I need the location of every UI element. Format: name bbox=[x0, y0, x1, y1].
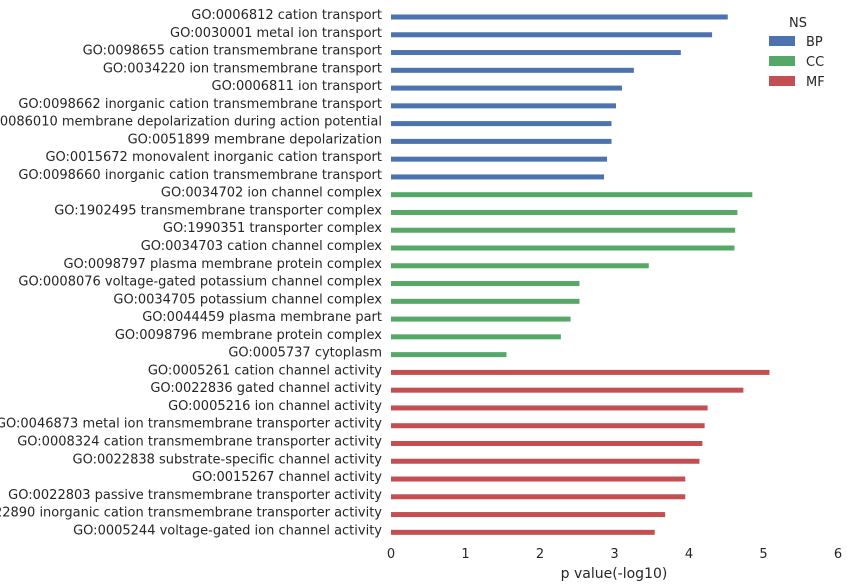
category-label-16: GO:0008076 voltage-gated potassium chann… bbox=[18, 275, 382, 290]
category-label-6: GO:0098662 inorganic cation transmembran… bbox=[18, 97, 382, 112]
bar-23 bbox=[391, 405, 708, 411]
x-tick-label-6: 5 bbox=[759, 547, 767, 562]
category-label-26: GO:0022838 substrate-specific channel ac… bbox=[73, 452, 383, 467]
x-tick-label-1: 0 bbox=[387, 547, 395, 562]
category-label-2: GO:0030001 metal ion transport bbox=[170, 26, 382, 41]
x-axis-title: p value(-log10) bbox=[561, 566, 668, 582]
bar-26 bbox=[391, 458, 700, 464]
bar-9 bbox=[391, 156, 608, 162]
category-label-12: GO:1902495 transmembrane transporter com… bbox=[54, 203, 382, 218]
legend-label-cc: CC bbox=[806, 55, 824, 70]
category-label-21: GO:0005261 cation channel activity bbox=[148, 363, 382, 378]
bar-12 bbox=[391, 209, 738, 215]
category-label-22: GO:0022836 gated channel activity bbox=[150, 381, 382, 396]
bar-3 bbox=[391, 50, 681, 56]
bar-24 bbox=[391, 423, 705, 429]
bar-5 bbox=[391, 85, 622, 91]
bar-17 bbox=[391, 298, 580, 304]
category-label-5: GO:0006811 ion transport bbox=[212, 79, 383, 94]
legend: NS BP CC MF bbox=[769, 16, 825, 90]
category-label-19: GO:0098796 membrane protein complex bbox=[115, 328, 382, 343]
category-label-23: GO:0005216 ion channel activity bbox=[168, 399, 382, 414]
bar-16 bbox=[391, 281, 580, 287]
category-label-25: GO:0008324 cation transmembrane transpor… bbox=[17, 434, 382, 449]
category-label-27: GO:0015267 channel activity bbox=[192, 470, 382, 485]
legend-label-mf: MF bbox=[806, 75, 825, 90]
bar-21 bbox=[391, 369, 770, 375]
bar-19 bbox=[391, 334, 561, 340]
legend-swatch-bp bbox=[769, 36, 795, 46]
category-label-14: GO:0034703 cation channel complex bbox=[141, 239, 383, 254]
x-axis: 0 1 2 3 4 5 6 bbox=[387, 547, 842, 562]
category-label-20: GO:0005737 cytoplasm bbox=[228, 346, 382, 361]
bar-27 bbox=[391, 476, 686, 482]
legend-swatch-mf bbox=[769, 76, 795, 86]
category-label-29: GO:0022890 inorganic cation transmembran… bbox=[0, 506, 382, 521]
bar-28 bbox=[391, 494, 686, 500]
category-label-10: GO:0098660 inorganic cation transmembran… bbox=[18, 168, 382, 183]
bar-14 bbox=[391, 245, 735, 251]
category-labels: GO:0006812 cation transport GO:0030001 me… bbox=[0, 8, 382, 538]
x-tick-label-7: 6 bbox=[834, 547, 842, 562]
bar-25 bbox=[391, 440, 703, 446]
bars bbox=[391, 14, 770, 535]
bar-18 bbox=[391, 316, 571, 322]
bar-4 bbox=[391, 67, 634, 73]
category-label-18: GO:0044459 plasma membrane part bbox=[142, 310, 382, 325]
bar-22 bbox=[391, 387, 744, 393]
legend-label-bp: BP bbox=[806, 35, 823, 50]
category-label-17: GO:0034705 potassium channel complex bbox=[113, 292, 382, 307]
legend-title: NS bbox=[789, 16, 807, 31]
category-label-1: GO:0006812 cation transport bbox=[191, 8, 382, 23]
category-label-9: GO:0015672 monovalent inorganic cation t… bbox=[45, 150, 382, 165]
x-tick-label-2: 1 bbox=[461, 547, 469, 562]
category-label-15: GO:0098797 plasma membrane protein compl… bbox=[63, 257, 382, 272]
bar-20 bbox=[391, 352, 507, 358]
bar-1 bbox=[391, 14, 728, 20]
bar-30 bbox=[391, 529, 655, 535]
category-label-24: GO:0046873 metal ion transmembrane trans… bbox=[0, 417, 382, 432]
bar-8 bbox=[391, 138, 612, 144]
x-tick-label-3: 2 bbox=[536, 547, 544, 562]
bar-6 bbox=[391, 103, 616, 109]
bar-29 bbox=[391, 512, 666, 518]
legend-swatch-cc bbox=[769, 56, 795, 66]
bar-2 bbox=[391, 32, 713, 38]
bar-11 bbox=[391, 192, 753, 198]
x-tick-label-4: 3 bbox=[610, 547, 618, 562]
x-tick-label-5: 4 bbox=[685, 547, 693, 562]
bar-7 bbox=[391, 121, 612, 127]
bar-15 bbox=[391, 263, 649, 269]
category-label-4: GO:0034220 ion transmembrane transport bbox=[103, 61, 382, 76]
category-label-3: GO:0098655 cation transmembrane transpor… bbox=[83, 44, 382, 59]
category-label-7: GO:0086010 membrane depolarization durin… bbox=[0, 115, 382, 130]
bar-13 bbox=[391, 227, 736, 233]
bar-10 bbox=[391, 174, 605, 180]
category-label-28: GO:0022803 passive transmembrane transpo… bbox=[8, 488, 382, 503]
category-label-11: GO:0034702 ion channel complex bbox=[161, 186, 382, 201]
category-label-30: GO:0005244 voltage-gated ion channel act… bbox=[73, 523, 382, 538]
category-label-13: GO:1990351 transporter complex bbox=[163, 221, 382, 236]
category-label-8: GO:0051899 membrane depolarization bbox=[128, 132, 382, 147]
